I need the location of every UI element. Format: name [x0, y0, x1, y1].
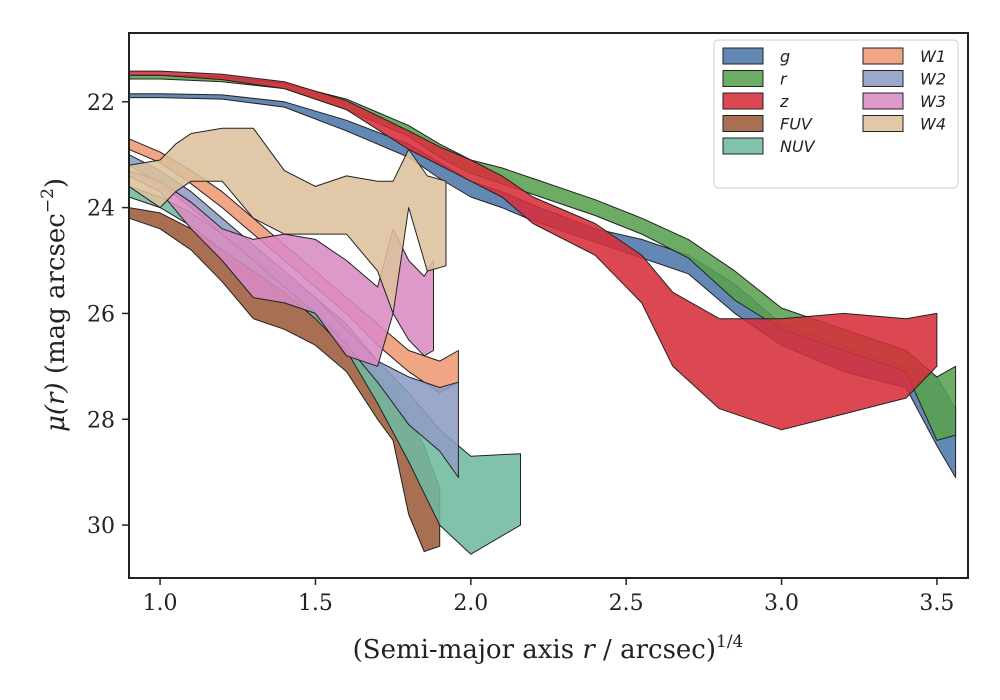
legend-label-w3: W3	[920, 92, 946, 111]
legend-swatch-z	[722, 92, 764, 110]
x-tick-label: 3.5	[919, 591, 954, 616]
legend-swatch-fuv	[722, 115, 764, 132]
x-tick-label: 2.5	[609, 591, 644, 616]
y-tick-label: 24	[87, 197, 115, 222]
y-axis-label: μ(r) (mag arcsec−2)	[38, 178, 71, 432]
legend-items: grz FUV NUV W1 W2 W3 W4	[722, 47, 946, 156]
y-tick-label: 30	[87, 514, 115, 539]
legend-label-g: g	[780, 47, 790, 66]
x-tick-label: 1.0	[143, 591, 178, 616]
legend-label-w1: W1	[920, 47, 946, 66]
y-tick-label: 22	[87, 91, 115, 116]
x-tick-label: 1.5	[298, 591, 333, 616]
legend-swatch-w3	[862, 92, 904, 110]
ticks-layer: 1.0 1.5 2.0 2.5 3.0 3.5 22 24 26 28 30	[87, 91, 954, 616]
series-band-w4	[128, 127, 447, 314]
plot-frame	[128, 32, 969, 579]
legend-label-r: r	[780, 70, 788, 89]
series-band-w3	[128, 170, 434, 367]
legend-label-fuv: FUV	[780, 115, 813, 134]
x-tick-label: 2.0	[453, 591, 488, 616]
legend-swatch-g	[722, 47, 764, 65]
y-tick-label: 28	[87, 408, 115, 433]
legend-swatch-w2	[862, 70, 904, 87]
legend-swatch-nuv	[722, 137, 764, 155]
legend-label-w2: W2	[920, 70, 946, 89]
legend-label-w4: W4	[920, 115, 946, 134]
legend-label-z: z	[779, 92, 789, 111]
x-tick-label: 3.0	[764, 591, 799, 616]
legend: grz FUV NUV W1 W2 W3 W4	[713, 39, 959, 189]
legend-swatch-w4	[862, 115, 904, 132]
legend-swatch-w1	[862, 47, 904, 65]
x-axis-label: (Semi-major axis r / arcsec)1/4	[353, 632, 744, 665]
y-tick-label: 26	[87, 302, 115, 327]
legend-label-nuv: NUV	[780, 137, 816, 156]
legend-swatch-r	[722, 70, 764, 87]
series-layer	[128, 70, 957, 555]
